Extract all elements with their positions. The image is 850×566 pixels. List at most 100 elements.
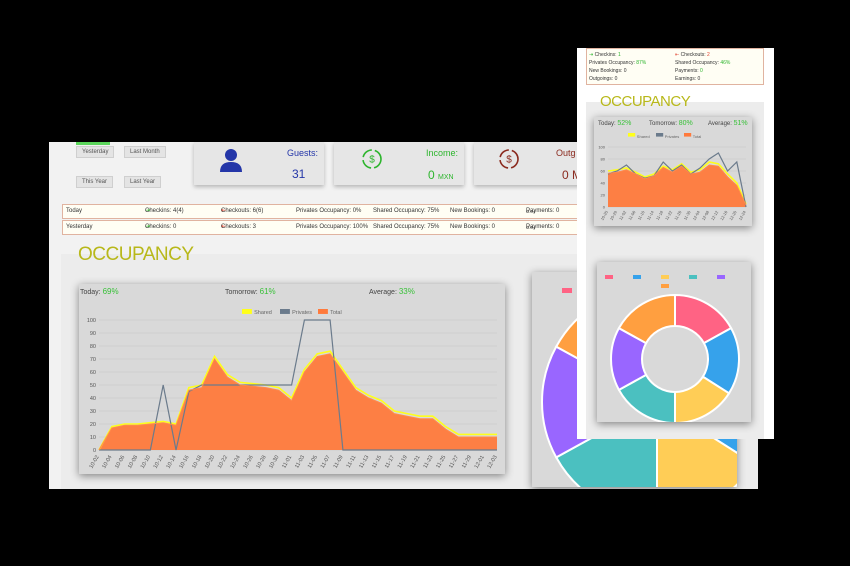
mobile-kpi-today-label: Today: <box>598 121 616 127</box>
x-tick-label: 10-18 <box>191 455 203 470</box>
mobile-line-4: Outgoings: 0 <box>589 76 618 82</box>
y-tick-label: 30 <box>90 409 96 415</box>
income-value: 0 <box>428 168 435 182</box>
x-tick-label: 11-11 <box>346 455 358 469</box>
y-tick-label: 90 <box>90 331 96 337</box>
mobile-occupancy-title: OCCUPANCY <box>600 93 691 110</box>
x-tick-label: 10-28 <box>255 455 267 470</box>
x-tick-label: 11-03 <box>294 455 306 470</box>
mobile-occupancy-line-chart: Shared Privates Total 0 20 40 60 80 100 10-25 10-2… <box>598 133 747 221</box>
money-refresh-icon: $ <box>362 149 382 169</box>
checkout-icon: ⇤ <box>221 224 227 230</box>
x-tick-label: 10-14 <box>166 455 178 470</box>
mobile-line-4b: Earnings: 0 <box>675 76 701 82</box>
y-tick-label: 50 <box>90 383 96 389</box>
filter-yesterday-button[interactable]: Yesterday <box>76 146 115 158</box>
legend-swatch <box>242 309 252 314</box>
x-tick-label: 10-02 <box>88 455 100 470</box>
x-tick-label: 11-27 <box>448 455 460 470</box>
row-payments-unit: MXN <box>526 209 535 214</box>
mobile-line-1: ⇥ Checkins: 1 <box>589 52 621 58</box>
x-tick-label: 10-04 <box>101 455 113 470</box>
x-tick-label: 10-20 <box>204 455 216 470</box>
guests-value: 31 <box>292 167 306 181</box>
mobile-occupancy-chart-panel: Today: 52% Tomorrow: 80% Average: 51% Sh… <box>594 117 752 226</box>
row-bookings: New Bookings: 0 <box>450 208 496 214</box>
legend-swatch <box>656 133 664 137</box>
mobile-dashboard-window: ⇥ Checkins: 1 ⇤ Checkouts: 2 Privates Oc… <box>577 48 774 439</box>
filter-last-month-button[interactable]: Last Month <box>124 146 166 158</box>
money-out-icon: $ <box>499 149 519 169</box>
legend-label: Privates <box>665 134 679 139</box>
checkout-icon: ⇤ <box>675 52 680 58</box>
series-total-line <box>607 164 747 206</box>
mobile-summary-box: ⇥ Checkins: 1 ⇤ Checkouts: 2 Privates Oc… <box>586 48 764 85</box>
mobile-kpi-tomorrow-value: 80% <box>678 120 693 127</box>
row-privates: Privates Occupancy: 0% <box>296 208 362 214</box>
legend-swatch <box>562 288 572 293</box>
x-tick-label: 11-07 <box>320 455 332 470</box>
mobile-line-2: Privates Occupancy: 87% <box>589 60 647 66</box>
y-tick-label: 10 <box>90 435 96 441</box>
x-tick-label: 11-19 <box>397 455 409 470</box>
y-tick-label: 80 <box>90 344 96 350</box>
outgoing-card: $ Outg 0 M <box>474 142 594 185</box>
legend-swatch <box>661 284 669 288</box>
x-tick-label: 11-09 <box>333 455 345 470</box>
row-checkouts: Checkouts: 6(6) <box>221 208 264 214</box>
x-tick-label: 11-10 <box>636 209 646 221</box>
legend-label: Total <box>693 134 702 139</box>
x-tick-label: 10-10 <box>140 455 152 470</box>
x-tick-label: 11-17 <box>384 455 396 470</box>
x-tick-label: 10-25 <box>599 209 609 221</box>
x-tick-label: 11-05 <box>307 455 319 470</box>
x-tick-label: 10-24 <box>230 455 242 470</box>
x-tick-label: 11-26 <box>673 209 683 221</box>
kpi-tomorrow-value: 61% <box>259 287 276 296</box>
kpi-average-label: Average: <box>369 289 397 296</box>
x-tick-label: 11-01 <box>281 455 293 470</box>
kpi-average-value: 33% <box>398 287 415 296</box>
legend-swatch <box>605 275 613 279</box>
x-tick-label: 11-06 <box>627 209 637 221</box>
x-tick-label: 11-18 <box>655 209 665 221</box>
mobile-kpi-average-label: Average: <box>708 121 732 127</box>
row-shared: Shared Occupancy: 75% <box>373 224 440 230</box>
x-tick-label: 12-20 <box>728 209 738 221</box>
x-tick-label: 12-03 <box>486 455 498 470</box>
y-tick-label: 20 <box>601 192 606 197</box>
mobile-kpi-tomorrow-label: Tomorrow: <box>649 121 678 127</box>
y-tick-label: 60 <box>90 370 96 376</box>
income-card: $ Income: 0 MXN <box>334 142 464 185</box>
legend-swatch <box>633 275 641 279</box>
legend-label: Privates <box>292 310 312 316</box>
row-label: Today <box>66 208 83 214</box>
checkin-icon: ⇥ <box>145 208 151 214</box>
mobile-kpi-today-value: 52% <box>617 120 632 127</box>
legend-label: Shared <box>254 310 272 316</box>
user-icon <box>220 149 242 172</box>
x-tick-label: 10-08 <box>127 455 139 470</box>
row-checkins: Checkins: 0 <box>145 224 177 230</box>
mobile-line-3: New Bookings: 0 <box>589 68 627 74</box>
legend-swatch <box>684 133 692 137</box>
filter-this-year-button[interactable]: This Year <box>76 176 114 188</box>
y-tick-label: 20 <box>90 422 96 428</box>
y-tick-label: 80 <box>601 156 606 161</box>
legend-label: Total <box>330 310 342 316</box>
x-tick-label: 11-30 <box>682 209 692 221</box>
x-tick-label: 12-16 <box>719 209 729 221</box>
checkin-icon: ⇥ <box>145 224 151 230</box>
x-tick-label: 11-15 <box>371 455 383 470</box>
y-tick-label: 60 <box>601 168 606 173</box>
y-tick-label: 40 <box>90 396 96 402</box>
checkin-icon: ⇥ <box>589 52 594 58</box>
y-tick-label: 100 <box>87 318 96 324</box>
series-total-area <box>608 165 746 207</box>
x-tick-label: 12-04 <box>691 209 701 221</box>
legend-swatch <box>661 275 669 279</box>
mobile-pie-chart-panel <box>597 262 751 422</box>
x-tick-label: 11-22 <box>664 209 674 221</box>
filter-last-year-button[interactable]: Last Year <box>124 176 162 188</box>
x-tick-label: 11-13 <box>358 455 370 470</box>
